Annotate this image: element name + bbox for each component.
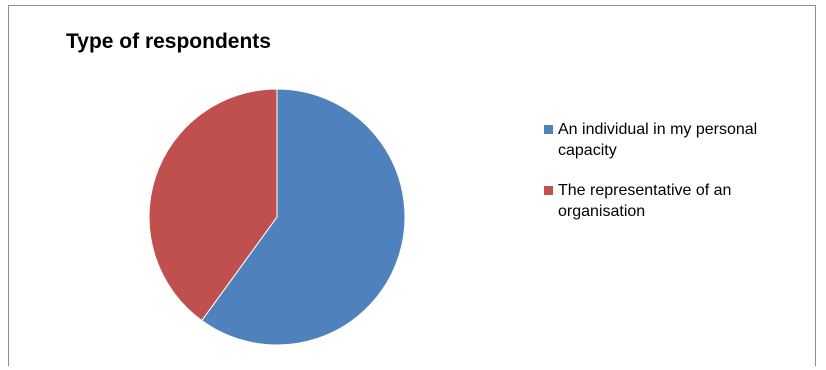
pie-slice-organisation (148, 88, 278, 322)
legend-label-individual: An individual in my personal capacity (558, 121, 758, 159)
legend-item-organisation: The representative of an organisation (544, 180, 804, 222)
legend-swatch-individual (544, 125, 553, 134)
legend-label-organisation: The representative of an organisation (558, 182, 732, 220)
pie-slice-individual (201, 88, 406, 346)
chart-area (8, 5, 816, 366)
legend-item-individual: An individual in my personal capacity (544, 119, 804, 161)
chart-title: Type of respondents (66, 30, 271, 53)
legend: An individual in my personal capacity Th… (544, 119, 804, 241)
legend-swatch-organisation (544, 186, 553, 195)
